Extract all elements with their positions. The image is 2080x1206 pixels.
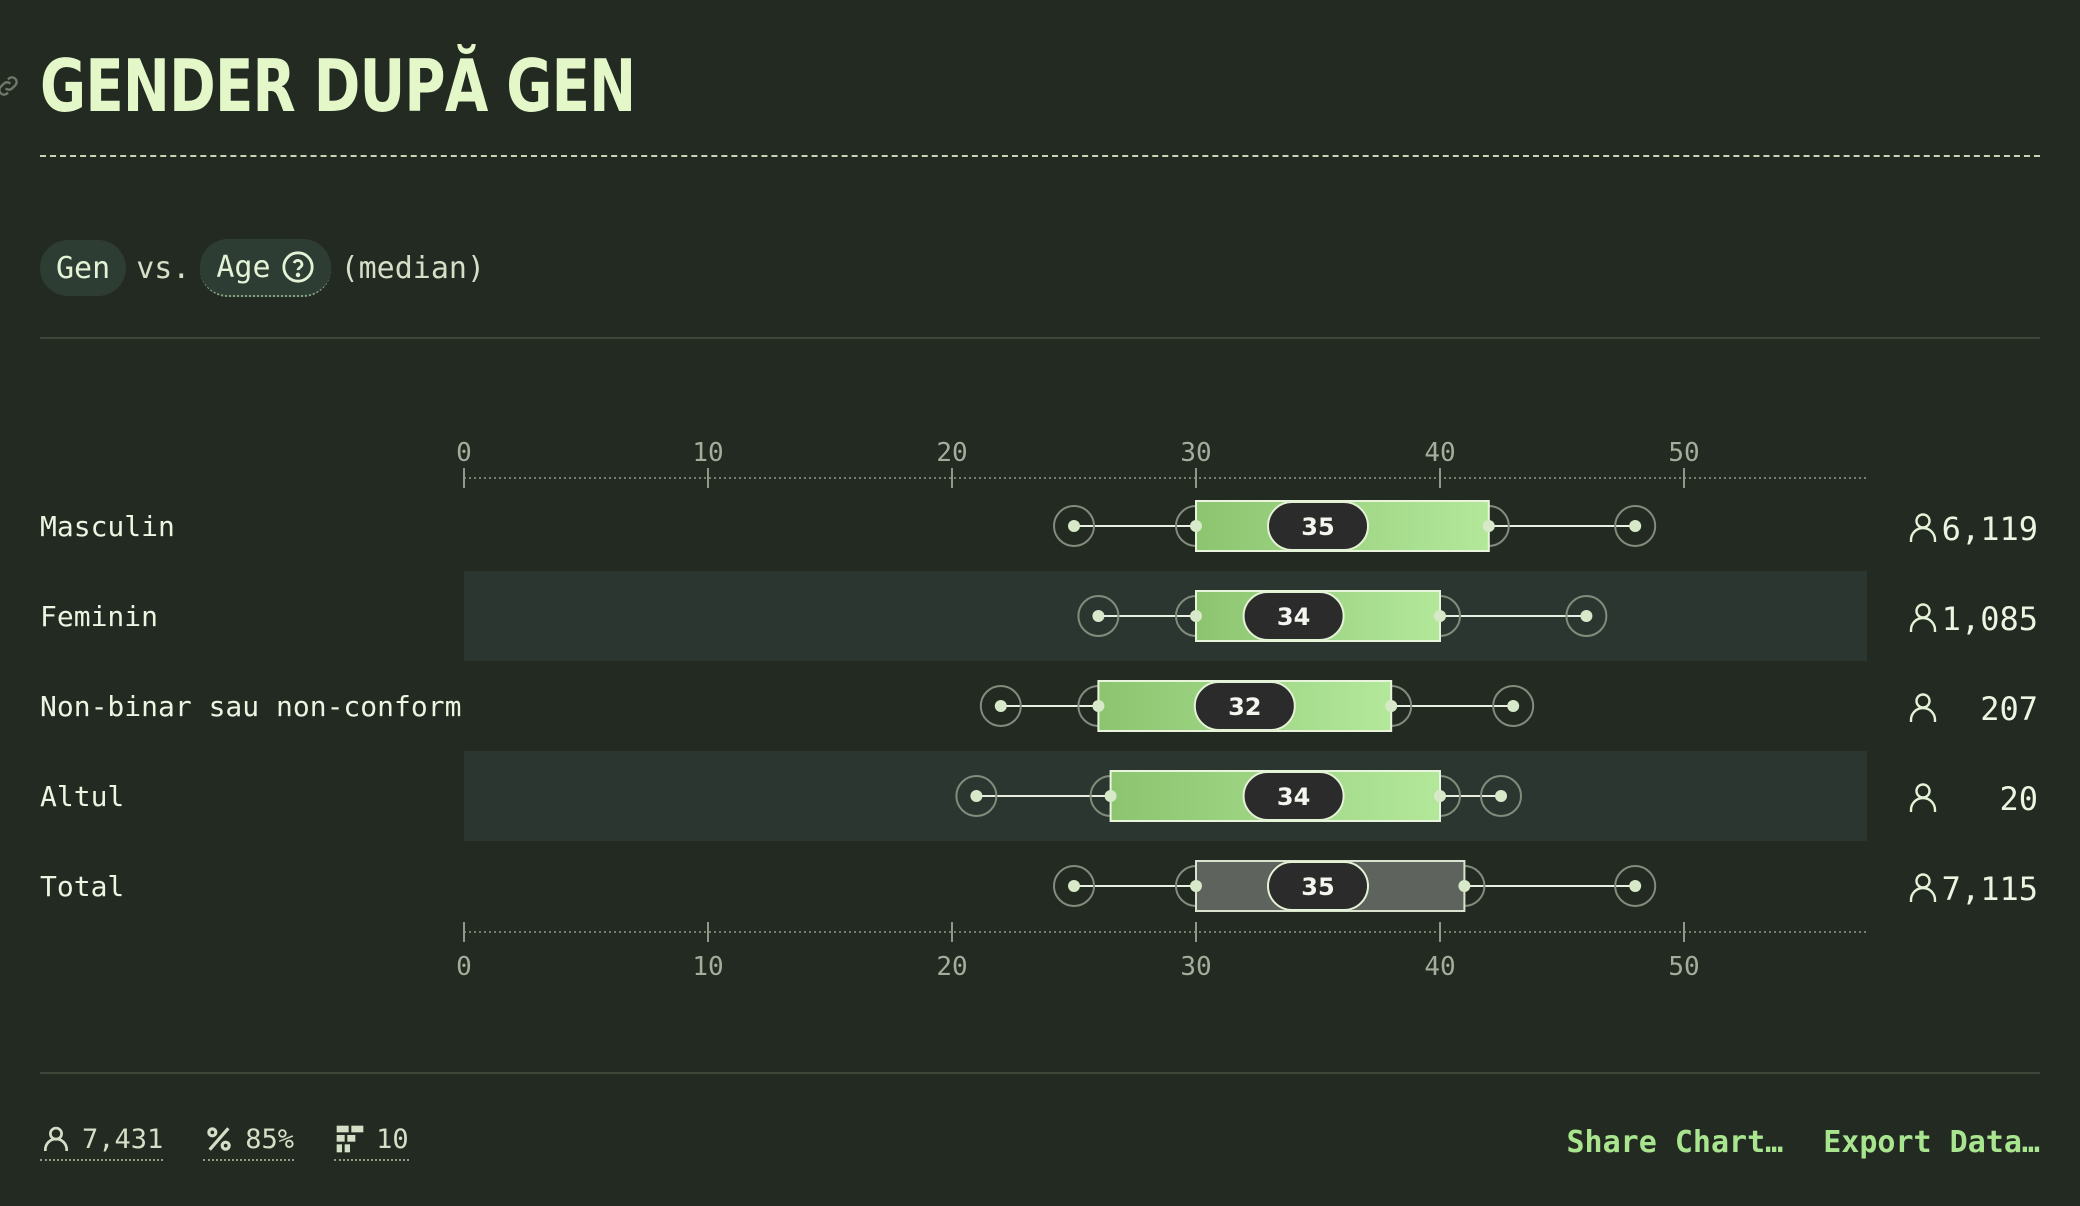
row-label: Non-binar sau non-conform	[40, 690, 461, 723]
row-count: 1,085	[1942, 600, 2038, 638]
export-data-button[interactable]: Export Data…	[1823, 1124, 2040, 1160]
q3-dot	[1458, 880, 1471, 892]
respondents-stat[interactable]: 7,431	[40, 1123, 164, 1161]
whisker-high-ring	[1492, 685, 1535, 727]
median-value: 34	[1277, 783, 1310, 811]
axis-tick-label: 30	[1180, 952, 1211, 982]
median-pill	[1267, 861, 1369, 911]
groups-value: 10	[376, 1123, 409, 1155]
percent-stat[interactable]: 85%	[203, 1123, 295, 1161]
whisker-high-dot	[1580, 610, 1593, 622]
row-label: Altul	[40, 780, 124, 813]
q1-dot	[1092, 700, 1105, 712]
row-label: Masculin	[40, 510, 175, 543]
whisker-high-dot	[1629, 880, 1642, 892]
row-count: 6,119	[1942, 510, 2038, 548]
percent-value: 85%	[245, 1123, 295, 1155]
footer-actions: Share Chart… Export Data…	[1567, 1120, 2041, 1164]
axis-tick-label: 50	[1668, 952, 1699, 982]
axis-tick-label: 20	[936, 438, 967, 468]
person-icon	[1909, 873, 1937, 902]
whisker-low-ring	[1077, 595, 1120, 637]
axis-tick-label: 50	[1668, 438, 1699, 468]
median-pill	[1242, 591, 1345, 641]
footer-stats: 7,431 85% 10	[40, 1120, 409, 1164]
axis-tick-label: 30	[1180, 438, 1211, 468]
query-bar: Gen vs. Age (median)	[40, 239, 486, 297]
axis-tick-label: 10	[692, 952, 723, 982]
title-divider	[40, 155, 2040, 157]
whisker-high-ring	[1614, 505, 1657, 547]
versus-label: vs.	[136, 250, 191, 286]
q1-dot	[1190, 880, 1202, 892]
median-pill	[1267, 501, 1369, 551]
whisker-low-dot	[1068, 880, 1080, 892]
axis-tick-label: 40	[1424, 952, 1455, 982]
whisker-low-dot	[994, 700, 1007, 712]
median-value: 35	[1301, 873, 1334, 901]
q1-dot	[1104, 790, 1117, 802]
whisker-high-dot	[1629, 520, 1642, 532]
row-count: 20	[1999, 780, 2038, 818]
respondents-value: 7,431	[82, 1123, 164, 1155]
axis-tick-label: 20	[936, 952, 967, 982]
axis-tick-label: 0	[456, 438, 472, 468]
groups-icon	[336, 1125, 364, 1153]
q1-dot	[1190, 610, 1202, 622]
variable-chip-age-label: Age	[216, 249, 271, 285]
whisker-low-ring	[1053, 505, 1095, 547]
statistic-label: (median)	[340, 250, 486, 286]
q3-dot	[1482, 520, 1495, 532]
q3-dot	[1434, 790, 1446, 802]
q3-dot	[1385, 700, 1398, 712]
median-value: 34	[1277, 603, 1310, 631]
percent-icon	[207, 1127, 232, 1151]
footer-divider	[40, 1072, 2040, 1074]
row-label: Feminin	[40, 600, 158, 633]
whisker-low-ring	[955, 775, 998, 817]
whisker-low-dot	[970, 790, 983, 802]
row-count: 7,115	[1942, 870, 2038, 908]
boxplot-chart: 0 10 20 30 40 50 0 10 20 30 40 50 Masculin 35 6,119 Fem…	[40, 438, 2038, 982]
row-count: 207	[1980, 690, 2038, 728]
whisker-low-dot	[1092, 610, 1105, 622]
person-icon	[1909, 513, 1937, 542]
variable-chip-gen[interactable]: Gen	[40, 240, 127, 296]
whisker-high-ring	[1565, 595, 1608, 637]
help-icon[interactable]	[281, 250, 315, 284]
row-label: Total	[40, 870, 124, 903]
whisker-high-ring	[1480, 775, 1522, 817]
share-chart-button[interactable]: Share Chart…	[1566, 1124, 1784, 1160]
whisker-low-ring	[1053, 865, 1095, 907]
q3-dot	[1434, 610, 1446, 622]
q1-dot	[1190, 520, 1202, 532]
query-divider	[40, 337, 2040, 339]
person-icon	[44, 1126, 68, 1151]
whisker-high-dot	[1507, 700, 1520, 712]
link-icon[interactable]	[0, 72, 22, 100]
person-icon	[1909, 693, 1937, 722]
page-title: GENDER DUPĂ GEN	[40, 44, 636, 128]
median-pill	[1193, 681, 1296, 731]
whisker-low-ring	[979, 685, 1022, 727]
axis-tick-label: 0	[456, 952, 472, 982]
median-value: 32	[1228, 693, 1261, 721]
person-icon	[1909, 783, 1937, 812]
axis-tick-label: 40	[1424, 438, 1455, 468]
person-icon	[1909, 603, 1937, 632]
whisker-low-dot	[1068, 520, 1080, 532]
axis-tick-label: 10	[692, 438, 723, 468]
median-pill	[1242, 771, 1345, 821]
whisker-high-ring	[1614, 865, 1657, 907]
groups-stat[interactable]: 10	[334, 1123, 409, 1161]
variable-chip-gen-label: Gen	[56, 250, 111, 286]
whisker-high-dot	[1495, 790, 1507, 802]
variable-chip-age[interactable]: Age	[200, 239, 331, 297]
median-value: 35	[1301, 513, 1334, 541]
